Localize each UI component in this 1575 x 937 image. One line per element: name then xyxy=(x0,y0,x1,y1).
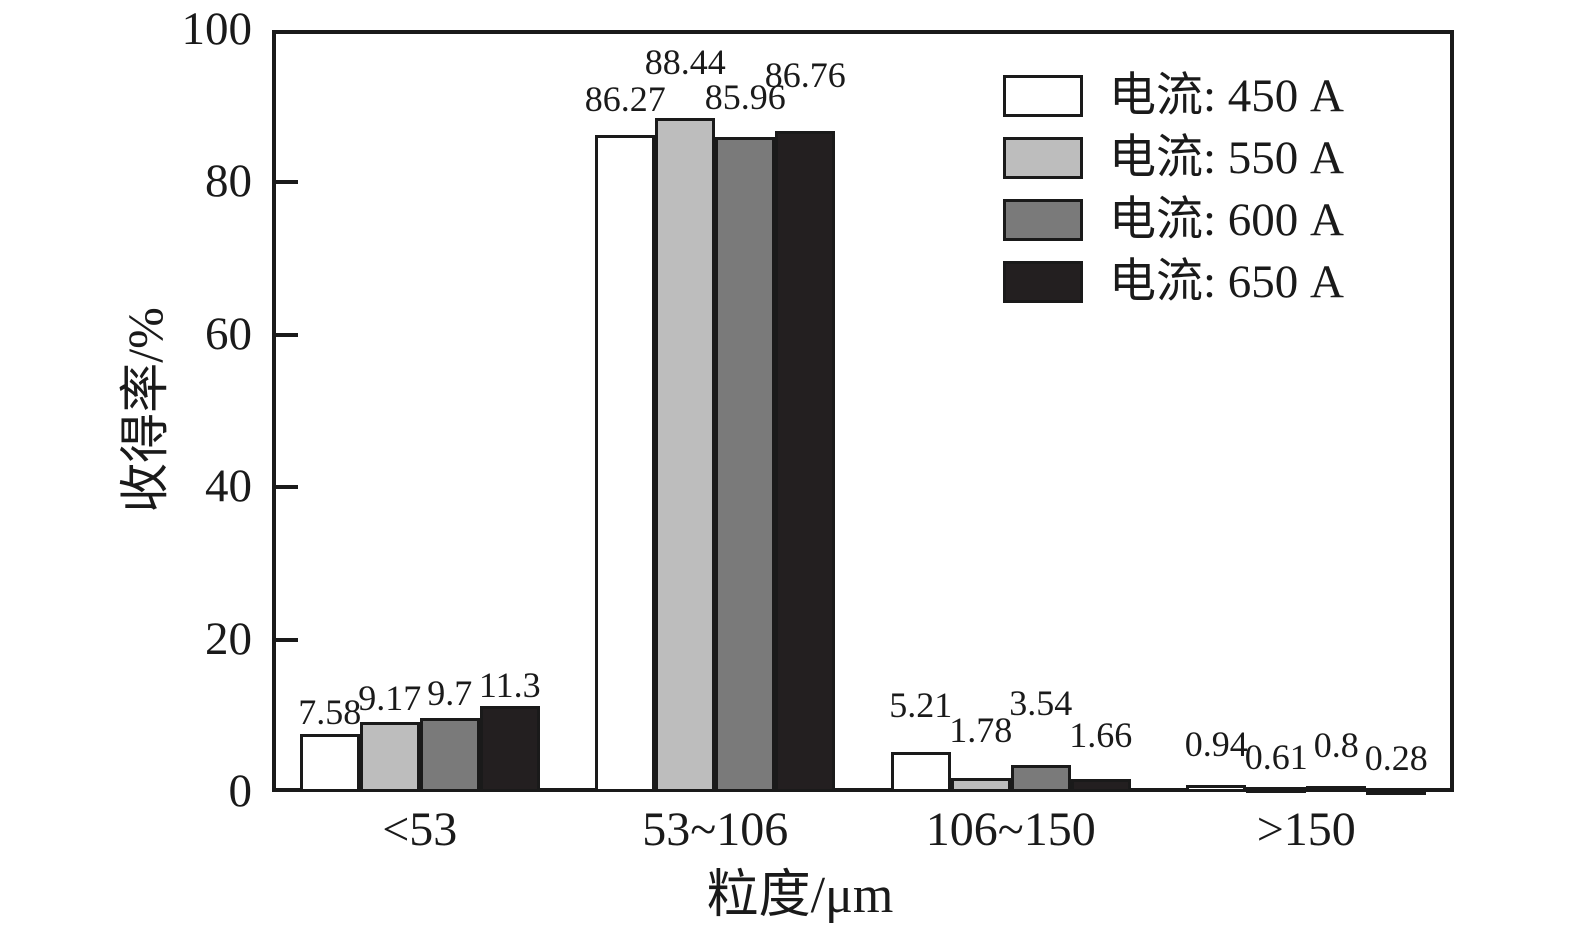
bar-series4-group1 xyxy=(479,705,540,792)
bar-value-label: 86.76 xyxy=(764,54,846,95)
bar-value-label: 0.8 xyxy=(1313,724,1359,765)
bar-value-label: 85.96 xyxy=(704,76,786,117)
legend-item: 电流: 600 A xyxy=(1003,196,1344,244)
bar-series3-group2 xyxy=(715,136,776,792)
bar-series4-group3 xyxy=(1070,779,1131,792)
bar-value-label: 0.94 xyxy=(1184,723,1248,764)
legend-label: 电流: 600 A xyxy=(1109,194,1344,246)
legend-label: 电流: 550 A xyxy=(1109,132,1344,184)
bar-value-label: 3.54 xyxy=(1009,683,1073,724)
legend-item: 电流: 450 A xyxy=(1003,72,1344,120)
bar-series4-group2 xyxy=(775,130,836,792)
legend-label: 电流: 450 A xyxy=(1109,70,1344,122)
plot-area xyxy=(272,30,1454,792)
legend-swatch-icon xyxy=(1003,75,1083,117)
bar-series1-group1 xyxy=(299,734,360,792)
legend-swatch-icon xyxy=(1003,199,1083,241)
bar-series2-group3 xyxy=(950,778,1011,792)
category-label: >150 xyxy=(1256,803,1356,856)
y-tick-label: 80 xyxy=(205,155,252,208)
y-tick-label: 60 xyxy=(205,307,252,360)
y-tick-label: 0 xyxy=(228,765,253,817)
y-tick-mark xyxy=(272,332,298,337)
bar-series2-group1 xyxy=(359,722,420,792)
legend: 电流: 450 A 电流: 550 A 电流: 600 A 电流: 650 A xyxy=(1003,72,1344,320)
bar-value-label: 1.78 xyxy=(949,710,1013,751)
y-tick-label: 40 xyxy=(205,460,252,513)
y-tick-label: 100 xyxy=(181,3,253,55)
y-tick-label: 20 xyxy=(205,612,252,665)
bar-value-label: 9.17 xyxy=(358,678,422,719)
category-label: <53 xyxy=(382,803,458,856)
legend-swatch-icon xyxy=(1003,261,1083,303)
legend-item: 电流: 650 A xyxy=(1003,258,1344,306)
y-tick-mark xyxy=(272,180,298,185)
bar-series3-group4 xyxy=(1306,785,1367,792)
bar-value-label: 88.44 xyxy=(644,42,726,83)
bar-value-label: 1.66 xyxy=(1069,715,1133,756)
bar-series1-group4 xyxy=(1186,784,1247,792)
legend-item: 电流: 550 A xyxy=(1003,134,1344,182)
bar-series2-group4 xyxy=(1246,787,1307,794)
y-tick-mark xyxy=(272,485,298,490)
bar-series3-group1 xyxy=(419,718,480,792)
category-label: 53~106 xyxy=(642,803,789,856)
legend-swatch-icon xyxy=(1003,137,1083,179)
y-tick-mark xyxy=(272,637,298,642)
bar-series2-group2 xyxy=(655,118,716,792)
bar-value-label: 5.21 xyxy=(889,685,953,726)
bar-value-label: 7.58 xyxy=(298,692,362,733)
bar-value-label: 86.27 xyxy=(584,78,666,119)
bar-series3-group3 xyxy=(1010,765,1071,792)
y-axis-title: 收得率/% xyxy=(117,307,173,513)
x-axis-title: 粒度/μm xyxy=(706,867,894,924)
bar-value-label: 11.3 xyxy=(478,664,541,705)
legend-label: 电流: 650 A xyxy=(1109,256,1344,308)
bar-value-label: 0.61 xyxy=(1244,737,1308,778)
bar-series1-group3 xyxy=(890,752,951,792)
bar-value-label: 0.28 xyxy=(1364,738,1428,778)
bar-value-label: 9.7 xyxy=(427,673,473,714)
category-label: 106~150 xyxy=(925,803,1096,856)
bar-series1-group2 xyxy=(595,134,656,792)
bar-series4-group4 xyxy=(1366,789,1427,795)
